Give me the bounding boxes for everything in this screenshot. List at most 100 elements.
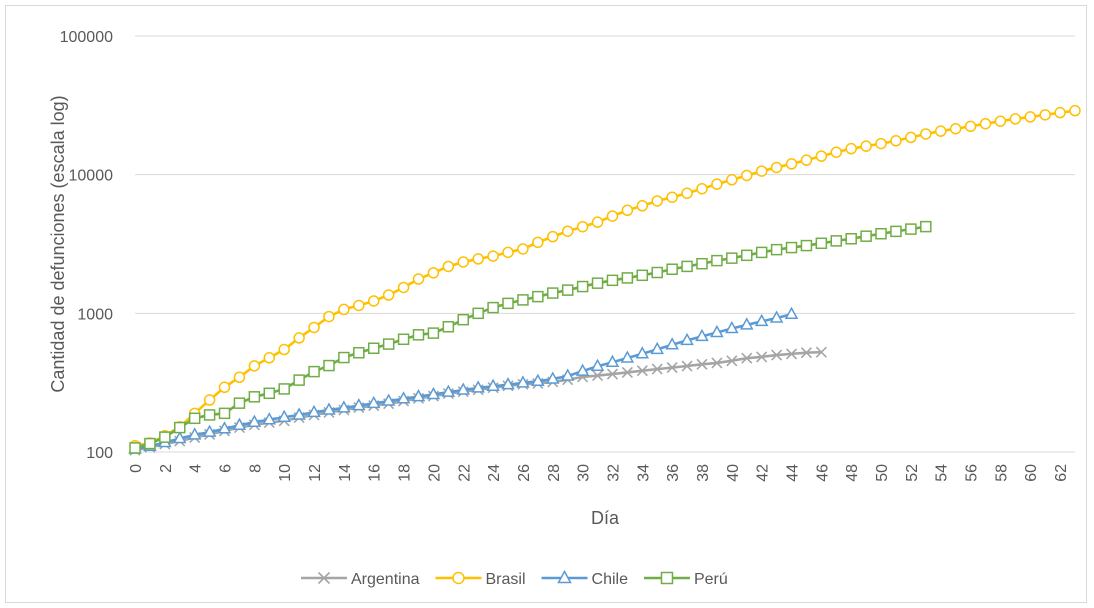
data-point [651,363,663,375]
data-point [934,125,947,137]
data-point [547,287,559,299]
data-point [353,346,365,359]
data-point [726,174,738,186]
data-point [442,260,455,273]
data-point [860,140,872,152]
legend-marker [452,571,465,585]
legend-label: Argentina [351,571,420,588]
data-point [755,165,768,177]
data-point [725,320,739,334]
data-point [665,337,679,350]
data-point [277,409,291,423]
data-point [605,354,620,367]
data-point [754,313,769,327]
data-point [202,424,217,437]
x-tick-label: 48 [844,464,861,482]
data-point [487,301,499,314]
data-point [323,359,335,372]
data-point [606,274,619,287]
data-point [815,346,827,358]
data-point [352,398,366,411]
data-point [635,346,650,359]
data-point [815,237,828,250]
data-point [397,281,410,294]
data-point [517,243,529,255]
data-point [159,431,171,443]
data-point [367,295,380,307]
data-point [711,357,723,369]
data-point [1009,113,1022,125]
data-point [426,386,441,400]
data-point [501,377,515,390]
x-tick-label: 46 [814,464,831,482]
data-point [681,260,693,273]
data-point [248,360,261,372]
data-point [188,412,201,425]
data-point [233,397,246,409]
legend-item: Perú [643,571,728,588]
data-point [471,380,485,393]
data-point [278,383,290,395]
x-tick-labels: 0 2 4 6 8 10 12 14 16 18 20 22 24 26 28 30 32 34 36 38 40 42 4… [128,464,1070,482]
data-point [203,409,216,421]
data-point [620,350,635,363]
data-point [771,349,783,361]
data-point [382,289,395,301]
x-tick-label: 32 [605,464,622,482]
data-point [949,122,962,135]
data-point [905,131,917,144]
x-tick-label: 16 [367,464,384,482]
data-point [740,169,753,182]
data-point [278,343,290,356]
data-point [755,246,768,259]
x-tick-label: 2 [158,464,175,473]
data-point [456,382,471,395]
x-tick-label: 52 [904,464,921,482]
data-point [172,431,187,444]
x-tick-label: 20 [426,464,443,482]
x-tick-label: 22 [456,464,473,482]
data-point [681,187,693,199]
data-point [263,352,276,364]
data-point [427,267,440,279]
data-point [174,421,186,434]
data-point [979,117,992,130]
series-per [129,220,932,454]
data-point [830,146,843,158]
data-point [382,338,395,350]
data-point [366,395,381,409]
x-tick-label: 6 [218,464,235,473]
data-point [457,313,470,326]
data-point [769,310,784,323]
data-point [427,327,440,339]
data-point [293,332,305,344]
data-point [860,230,872,242]
data-point [621,204,634,217]
data-point [517,294,529,306]
x-tick-label: 18 [397,464,414,482]
data-point [561,225,574,237]
gridlines [135,35,1075,453]
x-tick-label: 14 [337,464,354,482]
data-point [591,216,604,228]
data-point [651,195,663,207]
legend-label: Brasil [486,571,526,588]
data-point [307,404,321,418]
data-point [546,371,560,384]
legend-item: Argentina [301,571,420,588]
data-point [411,389,426,402]
data-point [532,290,544,303]
data-point [964,120,977,133]
data-point [741,352,753,364]
data-point [710,324,724,338]
data-point [547,230,559,243]
y-tick-labels: 100 1000 10000 100000 [60,29,113,462]
x-tick-label: 10 [277,464,294,482]
y-axis-title: Cantidad de defunciones (escala log) [48,95,68,392]
data-point [129,442,141,454]
data-point [576,280,589,293]
data-point [338,351,350,364]
data-point [442,321,455,333]
data-point [1054,106,1066,119]
series-group [128,104,1081,456]
